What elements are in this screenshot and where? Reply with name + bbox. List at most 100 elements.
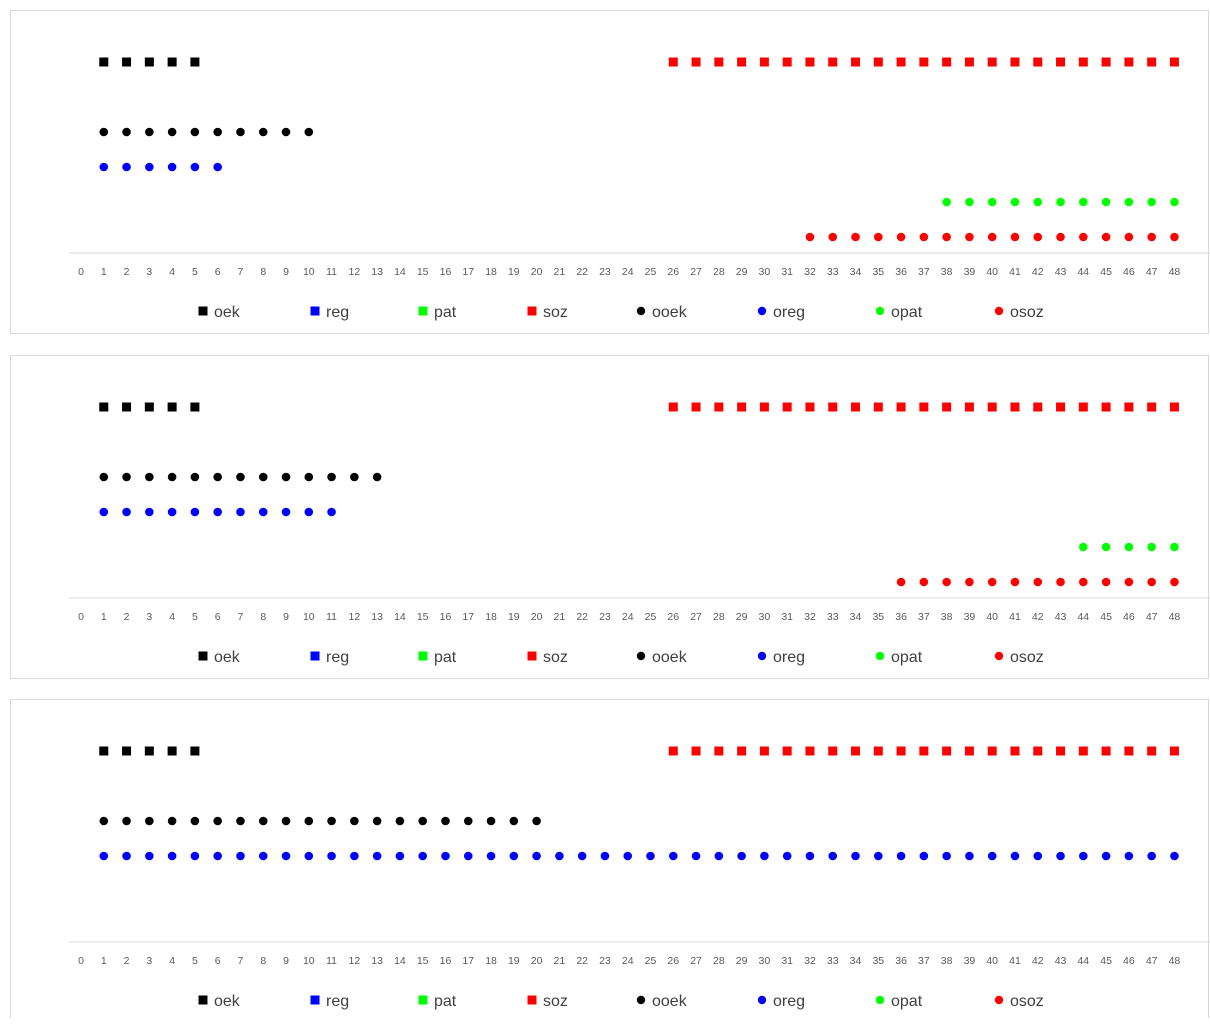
point-oreg <box>828 851 838 861</box>
point-oreg <box>1101 851 1111 861</box>
x-tick-label: 42 <box>1032 955 1044 967</box>
legend-marker-reg <box>310 306 320 316</box>
legend-marker-oek <box>198 651 208 661</box>
x-tick-label: 12 <box>349 611 361 623</box>
point-opat <box>1079 197 1088 207</box>
point-osoz <box>805 232 815 242</box>
x-tick-label: 21 <box>554 266 566 278</box>
chart-panel-2: 0 1 2 3 4 5 6 7 8 9 10 11 12 13 14 15 16 17 18 19 20 21 22 23 24… <box>10 355 1210 679</box>
x-tick-label: 25 <box>645 955 657 967</box>
legend-item-reg: reg <box>310 993 349 1010</box>
legend-marker-osoz <box>994 995 1004 1005</box>
x-tick-label: 16 <box>440 955 452 967</box>
point-oek <box>122 402 132 412</box>
point-ooek <box>372 816 382 826</box>
point-ooek <box>532 816 541 826</box>
x-tick-label: 24 <box>622 266 634 278</box>
legend-item-soz: soz <box>527 304 568 321</box>
point-osoz <box>1147 577 1156 587</box>
point-soz <box>828 402 838 412</box>
point-ooek <box>236 472 245 482</box>
x-tick-label: 34 <box>850 266 862 278</box>
x-tick-label: 23 <box>599 266 611 278</box>
point-oek <box>167 57 177 67</box>
point-soz <box>668 57 678 67</box>
chart-svg-1: 0 1 2 3 4 5 6 7 8 9 10 11 12 13 14 15 16 17 18 19 20 21 22 23 24… <box>69 57 1210 321</box>
point-oreg <box>760 851 769 861</box>
point-oreg <box>236 851 245 861</box>
point-osoz <box>1010 577 1020 587</box>
chart-svg-3: 0 1 2 3 4 5 6 7 8 9 10 11 12 13 14 15 16 17 18 19 20 21 22 23 24… <box>69 746 1210 1010</box>
point-osoz <box>1124 232 1134 242</box>
x-tick-label: 12 <box>349 955 361 967</box>
x-tick-label: 48 <box>1169 266 1181 278</box>
point-oek <box>122 746 132 756</box>
point-soz <box>964 57 974 67</box>
point-oreg <box>737 851 746 861</box>
x-tick-label: 19 <box>508 611 520 623</box>
point-oreg <box>646 851 655 861</box>
point-soz <box>1010 402 1020 412</box>
point-soz <box>896 57 906 67</box>
point-soz <box>987 402 997 412</box>
point-opat <box>1101 197 1111 207</box>
point-soz <box>896 746 906 756</box>
x-tick-label: 35 <box>872 955 884 967</box>
point-soz <box>782 746 792 756</box>
legend-item-reg: reg <box>310 304 349 321</box>
point-soz <box>873 402 883 412</box>
point-soz <box>1056 746 1066 756</box>
x-tick-label: 38 <box>941 611 953 623</box>
point-opat <box>1056 197 1065 207</box>
point-ooek <box>281 816 291 826</box>
legend-item-opat: opat <box>875 649 923 666</box>
legend-item-ooek: ooek <box>636 993 688 1010</box>
legend-marker-oreg <box>757 306 767 316</box>
point-opat <box>1147 197 1156 207</box>
point-oreg <box>281 507 291 517</box>
legend-item-oek: oek <box>198 649 241 666</box>
point-soz <box>714 746 724 756</box>
point-soz <box>1078 402 1088 412</box>
point-ooek <box>190 127 200 137</box>
x-tick-label: 7 <box>238 955 244 967</box>
legend-marker-oek <box>198 995 208 1005</box>
x-tick-label: 4 <box>169 266 175 278</box>
legend-item-oreg: oreg <box>757 993 805 1010</box>
x-tick-label: 8 <box>260 955 266 967</box>
x-tick-label: 42 <box>1032 266 1044 278</box>
point-osoz <box>965 577 974 587</box>
x-tick-label: 17 <box>462 955 474 967</box>
x-tick-label: 2 <box>124 955 130 967</box>
legend-label-reg: reg <box>326 649 349 666</box>
x-tick-label: 8 <box>260 611 266 623</box>
x-tick-label: 6 <box>215 266 221 278</box>
x-tick-label: 24 <box>622 955 634 967</box>
legend-label-soz: soz <box>543 304 568 321</box>
point-soz <box>1033 402 1043 412</box>
x-tick-label: 11 <box>326 955 337 967</box>
legend-marker-opat <box>875 651 885 661</box>
point-oreg <box>874 851 883 861</box>
legend-marker-oek <box>198 306 208 316</box>
point-soz <box>805 57 815 67</box>
point-soz <box>714 402 724 412</box>
legend-marker-opat <box>875 995 885 1005</box>
point-osoz <box>896 232 906 242</box>
x-tick-label: 25 <box>645 611 657 623</box>
chart-panel-1: 0 1 2 3 4 5 6 7 8 9 10 11 12 13 14 15 16 17 18 19 20 21 22 23 24… <box>10 10 1210 334</box>
x-tick-label: 17 <box>462 611 474 623</box>
point-soz <box>1101 402 1111 412</box>
x-tick-label: 16 <box>440 611 452 623</box>
x-tick-label: 13 <box>371 611 383 623</box>
x-tick-label: 34 <box>850 611 862 623</box>
legend-marker-osoz <box>994 651 1004 661</box>
point-soz <box>668 746 678 756</box>
point-oreg <box>623 851 633 861</box>
legend-item-pat: pat <box>418 993 457 1010</box>
point-soz <box>1124 57 1134 67</box>
point-soz <box>691 402 701 412</box>
x-tick-label: 14 <box>394 611 406 623</box>
x-tick-label: 27 <box>690 266 702 278</box>
point-ooek <box>509 816 519 826</box>
